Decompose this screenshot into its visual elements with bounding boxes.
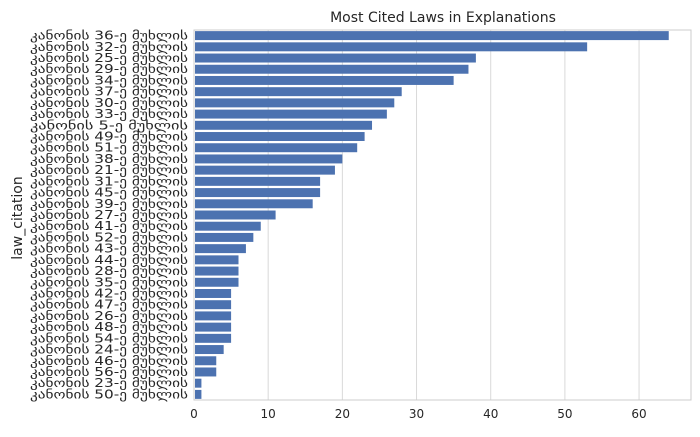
bar (195, 98, 395, 108)
y-tick-label: კანონის 56-ე მუხლის (30, 365, 188, 379)
y-axis-label: law_citation (10, 176, 26, 259)
bar (195, 289, 232, 298)
bar (195, 389, 202, 399)
bar (195, 378, 202, 388)
y-tick-label: კანონის 26-ე მუხლის (30, 309, 188, 323)
y-tick-label: კანონის 37-ე მუხლის (30, 85, 188, 99)
bar (195, 132, 365, 141)
x-tick-label: 30 (409, 407, 424, 421)
y-tick-label: კანონის 28-ე მუხლის (30, 264, 188, 278)
bar (195, 87, 402, 97)
bar (195, 210, 276, 220)
x-tick-labels: 0 10 20 30 40 50 60 (190, 407, 647, 421)
bar (195, 42, 588, 52)
bar (195, 109, 387, 119)
y-tick-label: კანონის 52-ე მუხლის (30, 230, 188, 244)
bar (195, 53, 476, 63)
x-tick-label: 50 (557, 407, 572, 421)
bar (195, 165, 335, 175)
y-tick-label: კანონის 21-ე მუხლის (30, 163, 188, 177)
y-tick-label: კანონის 41-ე მუხლის (30, 219, 188, 233)
y-tick-label: კანონის 25-ე მუხლის (30, 51, 188, 65)
y-tick-label: კანონის 46-ე მუხლის (30, 354, 188, 368)
bar (195, 345, 224, 355)
bar (195, 322, 232, 332)
bar (195, 244, 246, 254)
bar (195, 311, 232, 321)
y-tick-label: კანონის 24-ე მუხლის (30, 343, 188, 357)
y-tick-label: კანონის 27-ე მუხლის (30, 208, 188, 222)
bar (195, 255, 239, 265)
bar (195, 143, 358, 153)
y-tick-label: კანონის 51-ე მუხლის (30, 141, 188, 155)
bar (195, 176, 321, 186)
bar (195, 199, 313, 209)
y-tick-label: კანონის 48-ე მუხლის (30, 320, 188, 334)
plot-frame (193, 29, 692, 401)
y-tick-label: კანონის 29-ე მუხლის (30, 62, 188, 76)
y-tick-label: კანონის 39-ე მუხლის (30, 197, 188, 211)
y-tick-label: კანონის 38-ე მუხლის (30, 152, 188, 166)
y-tick-label: კანონის 43-ე მუხლის (30, 242, 188, 256)
y-tick-label: კანონის 54-ე მუხლის (30, 331, 188, 345)
x-tick-label: 10 (261, 407, 276, 421)
y-tick-label: კანონის 49-ე მუხლის (30, 130, 188, 144)
y-tick-label: კანონის 23-ე მუხლის (30, 376, 188, 390)
x-tick-label: 20 (335, 407, 350, 421)
bar (195, 356, 217, 366)
x-tick-label: 60 (631, 407, 646, 421)
y-tick-label: კანონის 47-ე მუხლის (30, 298, 188, 312)
bar (195, 221, 261, 231)
y-tick-label: კანონის 50-ე მუხლის (30, 387, 188, 401)
bar (195, 266, 239, 276)
y-tick-label: კანონის 36-ე მუხლის (30, 29, 188, 43)
y-tick-label: კანონის 34-ე მუხლის (30, 73, 188, 87)
bar (195, 232, 254, 242)
bar (195, 120, 373, 130)
y-tick-label: კანონის 30-ე მუხლის (30, 96, 188, 110)
bar (195, 154, 343, 164)
y-tick-label: კანონის 35-ე მუხლის (30, 275, 188, 289)
y-tick-label: კანონის 33-ე მუხლის (30, 107, 188, 121)
y-tick-label: კანონის 44-ე მუხლის (30, 253, 188, 267)
y-tick-label: კანონის 31-ე მუხლის (30, 174, 188, 188)
bar (195, 367, 217, 377)
bar (195, 31, 669, 41)
bar (195, 64, 469, 74)
x-tick-label: 40 (483, 407, 498, 421)
y-tick-label: კანონის 42-ე მუხლის (30, 286, 188, 300)
bar (195, 75, 454, 85)
y-tick-label: კანონის 45-ე მუხლის (30, 186, 188, 200)
y-tick-label: კანონის 32-ე მუხლის (30, 40, 188, 54)
bar (195, 277, 239, 287)
y-tick-label: კანონის 5-ე მუხლის (30, 118, 188, 132)
bar (195, 333, 232, 343)
bar (195, 188, 321, 198)
chart-title: Most Cited Laws in Explanations (330, 10, 556, 26)
bar (195, 300, 232, 310)
bars (195, 31, 669, 399)
x-tick-label: 0 (190, 407, 198, 421)
